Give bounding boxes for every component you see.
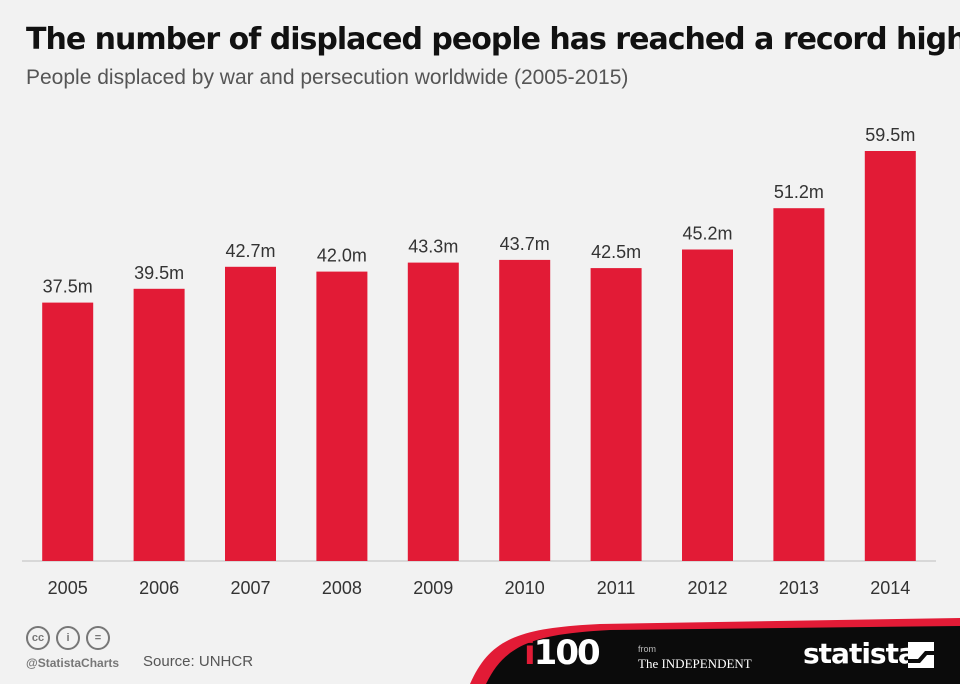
bar-2012[interactable] xyxy=(682,249,733,562)
x-tick-label-2008: 2008 xyxy=(322,578,362,598)
footer: cc i = @StatistaCharts Source: UNHCR i10… xyxy=(0,618,960,684)
bar-2007[interactable] xyxy=(225,266,276,561)
bar-2014[interactable] xyxy=(864,151,916,561)
data-label-2006: 39.5m xyxy=(134,263,184,283)
x-tick-label-2014: 2014 xyxy=(870,578,910,598)
statista-logo[interactable]: statista xyxy=(803,637,917,670)
data-label-2007: 42.7m xyxy=(225,241,275,261)
logo-banner xyxy=(470,618,960,684)
i100-logo[interactable]: i100 xyxy=(524,633,601,673)
bar-2008[interactable] xyxy=(316,271,368,561)
chart-subtitle: People displaced by war and persecution … xyxy=(26,66,629,89)
chart-title: The number of displaced people has reach… xyxy=(26,22,960,57)
data-label-2013: 51.2m xyxy=(774,182,824,202)
statista-mark-icon xyxy=(908,642,934,668)
from-label: from xyxy=(638,644,656,654)
license-icons: cc i = xyxy=(26,626,110,650)
twitter-handle[interactable]: @StatistaCharts xyxy=(26,656,120,670)
attribution-icon[interactable]: i xyxy=(56,626,80,650)
x-tick-label-2012: 2012 xyxy=(687,578,727,598)
x-tick-label-2009: 2009 xyxy=(413,578,453,598)
x-tick-label-2013: 2013 xyxy=(779,578,819,598)
bar-2013[interactable] xyxy=(773,208,825,561)
data-label-2008: 42.0m xyxy=(317,246,367,266)
data-label-2014: 59.5m xyxy=(865,125,915,145)
x-tick-label-2011: 2011 xyxy=(597,578,636,598)
data-label-2011: 42.5m xyxy=(591,242,641,262)
bar-2006[interactable] xyxy=(133,288,185,561)
x-tick-label-2006: 2006 xyxy=(139,578,179,598)
x-tick-label-2007: 2007 xyxy=(230,578,270,598)
creative-commons-icon[interactable]: cc xyxy=(26,626,50,650)
independent-logo[interactable]: The INDEPENDENT xyxy=(638,656,752,671)
bar-chart: 37.5m 2005 39.5m 2006 42.7m 2007 42.0m 2008 43.3… xyxy=(22,125,936,598)
bar-2010[interactable] xyxy=(499,259,551,561)
data-label-2009: 43.3m xyxy=(408,237,458,257)
data-label-2012: 45.2m xyxy=(682,224,732,244)
no-derivatives-icon[interactable]: = xyxy=(86,626,110,650)
source-note[interactable]: Source: UNHCR xyxy=(143,653,254,670)
bar-2009[interactable] xyxy=(407,262,459,561)
x-tick-label-2010: 2010 xyxy=(505,578,545,598)
x-tick-label-2005: 2005 xyxy=(48,578,88,598)
bar-2011[interactable] xyxy=(590,268,642,561)
data-label-2005: 37.5m xyxy=(43,277,93,297)
data-label-2010: 43.7m xyxy=(500,234,550,254)
bar-2005[interactable] xyxy=(42,302,94,561)
